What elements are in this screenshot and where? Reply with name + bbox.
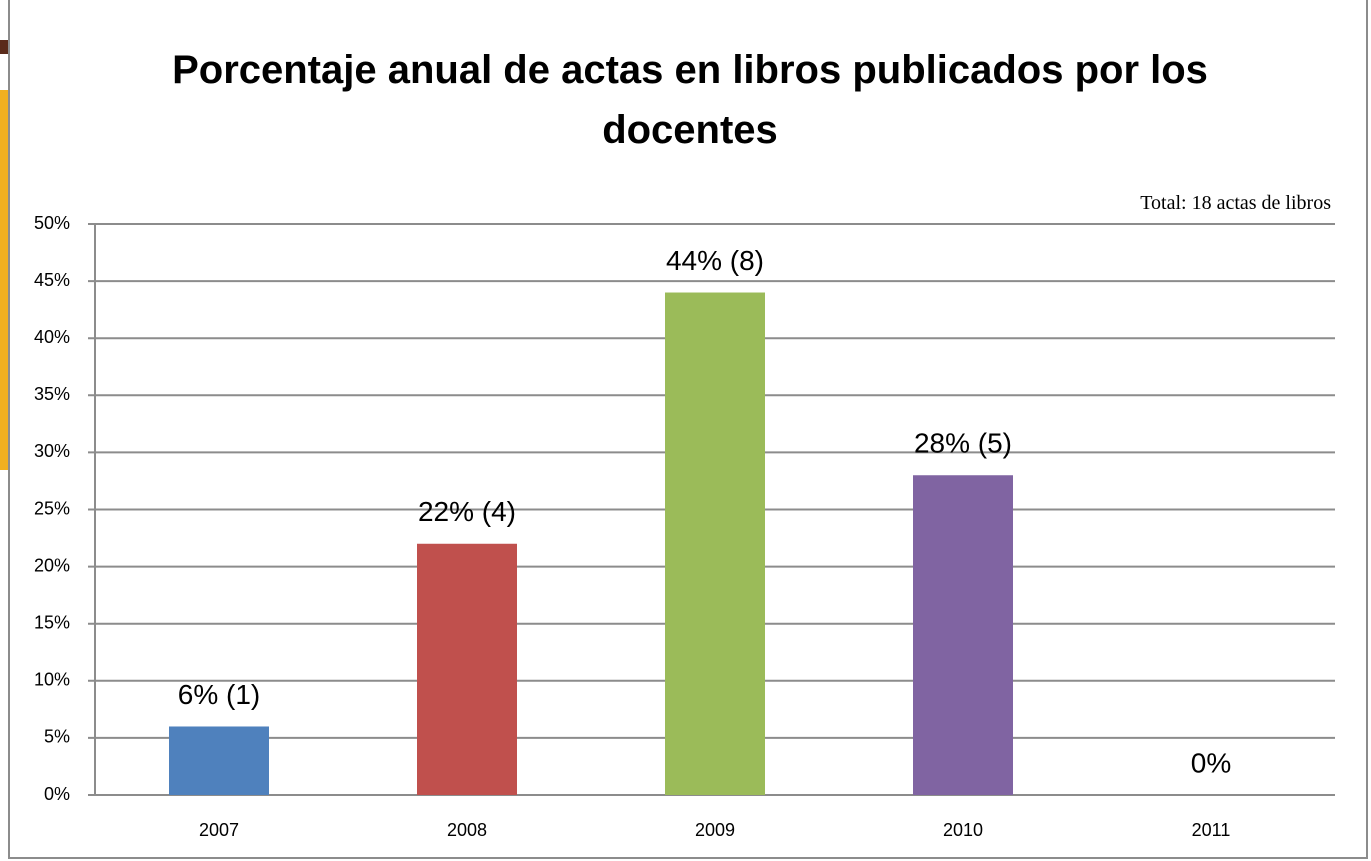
x-tick-label: 2009 [695, 820, 735, 840]
y-tick-label: 30% [34, 441, 70, 461]
x-tick-label: 2007 [199, 820, 239, 840]
y-tick-label: 10% [34, 670, 70, 690]
y-tick-label: 5% [44, 727, 70, 747]
chart-title: Porcentaje anual de actas en libros publ… [172, 48, 1208, 152]
bar [665, 292, 765, 795]
y-tick-label: 20% [34, 555, 70, 575]
bar [169, 726, 269, 795]
y-tick-label: 50% [34, 213, 70, 233]
data-label: 0% [1191, 747, 1231, 778]
chart-subtitle: Total: 18 actas de libros [1140, 192, 1331, 214]
data-label: 28% (5) [914, 428, 1012, 459]
edge-decoration [0, 90, 8, 470]
y-tick-label: 0% [44, 784, 70, 804]
data-label: 22% (4) [418, 496, 516, 527]
x-tick-label: 2008 [447, 820, 487, 840]
data-label: 44% (8) [666, 245, 764, 276]
y-tick-label: 40% [34, 327, 70, 347]
y-tick-label: 35% [34, 384, 70, 404]
x-tick-label: 2011 [1192, 820, 1231, 840]
data-label: 6% (1) [178, 679, 260, 710]
bar [913, 475, 1013, 795]
edge-decoration [0, 40, 8, 54]
y-tick-label: 45% [34, 270, 70, 290]
y-tick-label: 15% [34, 612, 70, 632]
bar [417, 543, 517, 795]
x-tick-label: 2010 [943, 820, 983, 840]
chart-frame [8, 0, 1368, 859]
y-tick-label: 25% [34, 498, 70, 518]
